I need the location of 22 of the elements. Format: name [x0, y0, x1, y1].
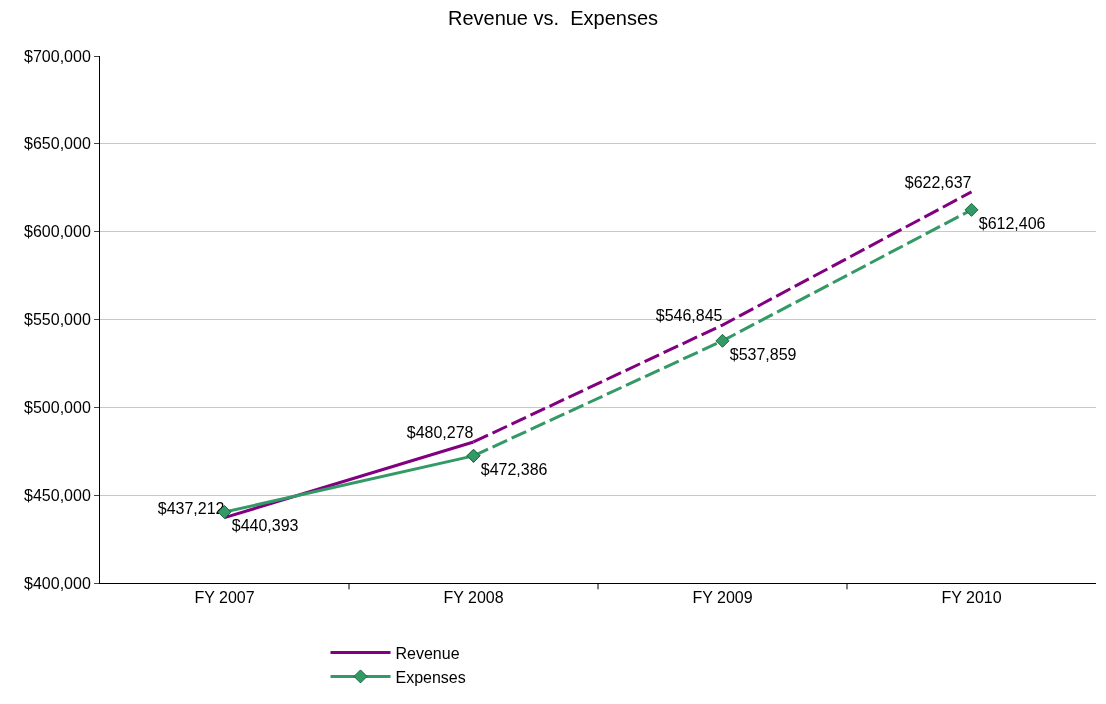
data-label: $622,637 [904, 173, 972, 191]
x-tick-label: FY 2007 [194, 589, 255, 607]
y-tick-label: $550,000 [24, 311, 91, 329]
y-tick-label: $700,000 [24, 47, 91, 65]
y-tick-label: $500,000 [24, 398, 91, 416]
chart-title: Revenue vs. Expenses [447, 6, 659, 29]
y-tick-label: $400,000 [24, 574, 91, 592]
x-tick-label: FY 2008 [443, 589, 504, 607]
x-tick-label: FY 2009 [692, 589, 753, 607]
x-tick-label: FY 2010 [941, 589, 1002, 607]
data-label: $612,406 [978, 215, 1046, 233]
data-label: $480,278 [406, 423, 474, 441]
data-label: $472,386 [480, 461, 548, 479]
y-tick-label: $450,000 [24, 486, 91, 504]
y-tick-label: $650,000 [24, 135, 91, 153]
y-tick-label: $600,000 [24, 223, 91, 241]
legend-label: Revenue [395, 644, 460, 662]
data-label: $537,859 [729, 346, 797, 364]
data-label: $546,845 [655, 307, 723, 325]
data-label: $437,212 [157, 499, 225, 517]
legend-label: Expenses [395, 668, 466, 686]
data-label: $440,393 [231, 517, 299, 535]
